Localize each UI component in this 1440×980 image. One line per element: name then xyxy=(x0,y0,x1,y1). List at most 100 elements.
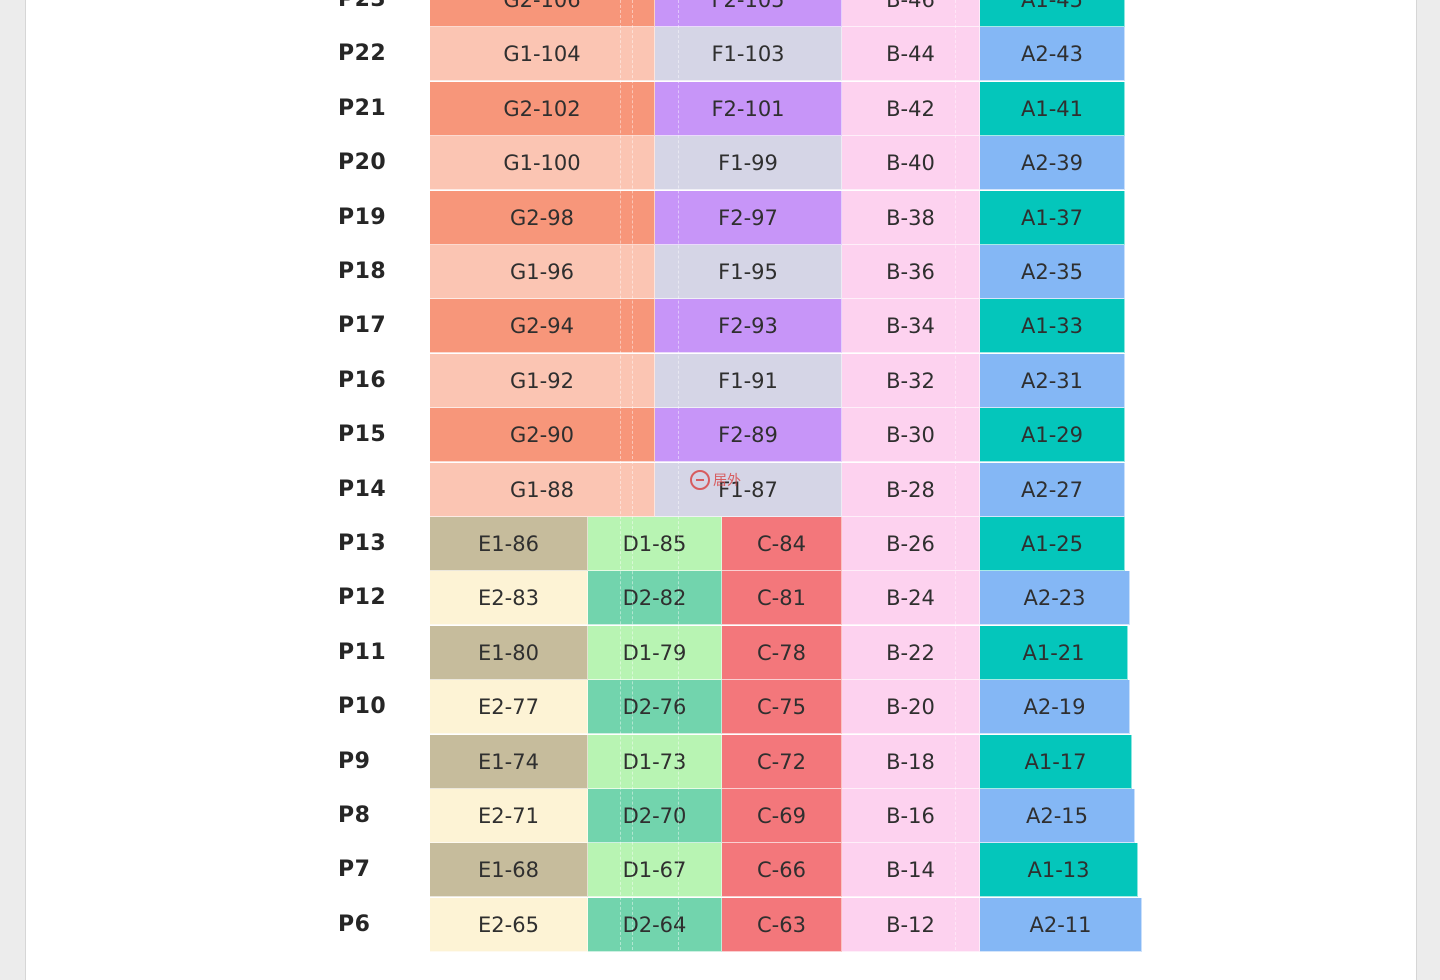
unit-cell: A2-35 xyxy=(980,245,1125,299)
unit-cell: G2-90 xyxy=(430,408,655,463)
unit-cell: F1-103 xyxy=(655,27,842,82)
unit-cell: C-75 xyxy=(722,680,842,735)
unit-cell: C-81 xyxy=(722,571,842,626)
unit-cell: F1-87 xyxy=(655,462,842,517)
unit-cell: B-36 xyxy=(842,245,980,299)
floor-label: P6 xyxy=(338,911,371,937)
watermark: 居外 xyxy=(690,468,741,492)
unit-cell: A1-41 xyxy=(980,81,1125,136)
unit-cell: G2-106 xyxy=(430,0,655,27)
unit-cell: A2-11 xyxy=(980,897,1142,952)
floor-label: P14 xyxy=(338,476,387,502)
unit-cell: G2-102 xyxy=(430,81,655,136)
unit-cell: B-32 xyxy=(842,353,980,408)
unit-cell: D1-79 xyxy=(588,625,722,680)
unit-cell: F1-91 xyxy=(655,353,842,408)
unit-cell: G1-104 xyxy=(430,27,655,82)
unit-cell: A1-21 xyxy=(980,625,1128,680)
unit-cell: C-63 xyxy=(722,897,842,952)
unit-cell: B-16 xyxy=(842,789,980,843)
unit-cell: E1-86 xyxy=(430,517,588,571)
unit-cell: G1-100 xyxy=(430,136,655,191)
unit-cell: B-44 xyxy=(842,27,980,82)
unit-cell: D2-82 xyxy=(588,571,722,626)
unit-cell: F2-89 xyxy=(655,408,842,463)
unit-cell: A1-29 xyxy=(980,408,1125,463)
unit-cell: C-66 xyxy=(722,843,842,898)
unit-cell: E2-65 xyxy=(430,897,588,952)
unit-cell: D2-70 xyxy=(588,789,722,843)
floor-label: P22 xyxy=(338,41,387,67)
unit-cell: F2-97 xyxy=(655,190,842,245)
unit-cell: A1-25 xyxy=(980,517,1125,571)
unit-cell: A2-31 xyxy=(980,353,1125,408)
floor-label: P13 xyxy=(338,531,387,556)
unit-cell: E1-68 xyxy=(430,843,588,898)
floor-label: P20 xyxy=(338,150,387,176)
brand-logo-icon xyxy=(690,470,710,490)
unit-cell: D1-73 xyxy=(588,734,722,789)
watermark-text: 居外 xyxy=(713,473,741,489)
unit-cell: B-46 xyxy=(842,0,980,27)
floor-label: P21 xyxy=(338,95,387,121)
unit-cell: A2-43 xyxy=(980,27,1125,82)
floor-label: P19 xyxy=(338,204,387,230)
floor-label: P8 xyxy=(338,803,371,828)
floor-label: P12 xyxy=(338,585,387,611)
unit-cell: A1-37 xyxy=(980,190,1125,245)
floor-label: P23 xyxy=(338,0,386,27)
floor-label: P9 xyxy=(338,748,371,774)
unit-cell: E1-74 xyxy=(430,734,588,789)
unit-cell: B-38 xyxy=(842,190,980,245)
unit-cell: C-78 xyxy=(722,625,842,680)
unit-cell: B-42 xyxy=(842,81,980,136)
unit-cell: B-12 xyxy=(842,897,980,952)
unit-cell: F2-105 xyxy=(655,0,842,27)
unit-cell: D1-85 xyxy=(588,517,722,571)
unit-cell: G1-96 xyxy=(430,245,655,299)
unit-cell: E2-77 xyxy=(430,680,588,735)
unit-cell: D2-76 xyxy=(588,680,722,735)
unit-cell: D1-67 xyxy=(588,843,722,898)
unit-cell: G1-88 xyxy=(430,462,655,517)
unit-cell: C-84 xyxy=(722,517,842,571)
unit-cell: F1-99 xyxy=(655,136,842,191)
unit-cell: B-24 xyxy=(842,571,980,626)
unit-cell: B-14 xyxy=(842,843,980,898)
unit-cell: F1-95 xyxy=(655,245,842,299)
unit-cell: E2-71 xyxy=(430,789,588,843)
unit-cell: B-34 xyxy=(842,299,980,354)
floor-label: P10 xyxy=(338,694,387,720)
unit-cell: B-30 xyxy=(842,408,980,463)
unit-cell: B-22 xyxy=(842,625,980,680)
unit-cell: A1-45 xyxy=(980,0,1125,27)
unit-cell: B-20 xyxy=(842,680,980,735)
unit-cell: F2-101 xyxy=(655,81,842,136)
unit-cell: B-26 xyxy=(842,517,980,571)
floor-label: P7 xyxy=(338,857,371,883)
unit-cell: F2-93 xyxy=(655,299,842,354)
unit-cell: D2-64 xyxy=(588,897,722,952)
unit-cell: C-72 xyxy=(722,734,842,789)
unit-cell: E1-80 xyxy=(430,625,588,680)
unit-cell: G2-94 xyxy=(430,299,655,354)
floor-label: P15 xyxy=(338,422,387,448)
unit-cell: A2-19 xyxy=(980,680,1130,735)
unit-cell: E2-83 xyxy=(430,571,588,626)
floor-label: P17 xyxy=(338,313,387,339)
unit-cell: A1-17 xyxy=(980,734,1132,789)
floor-label: P18 xyxy=(338,259,387,284)
unit-cell: G2-98 xyxy=(430,190,655,245)
unit-cell: B-18 xyxy=(842,734,980,789)
unit-cell: A2-27 xyxy=(980,462,1125,517)
floor-label: P11 xyxy=(338,639,387,665)
unit-cell: A2-15 xyxy=(980,789,1135,843)
unit-cell: C-69 xyxy=(722,789,842,843)
unit-cell: A2-23 xyxy=(980,571,1130,626)
unit-cell: B-28 xyxy=(842,462,980,517)
unit-cell: G1-92 xyxy=(430,353,655,408)
unit-cell: A2-39 xyxy=(980,136,1125,191)
unit-cell: A1-13 xyxy=(980,843,1138,898)
floor-label: P16 xyxy=(338,367,387,393)
unit-cell: B-40 xyxy=(842,136,980,191)
